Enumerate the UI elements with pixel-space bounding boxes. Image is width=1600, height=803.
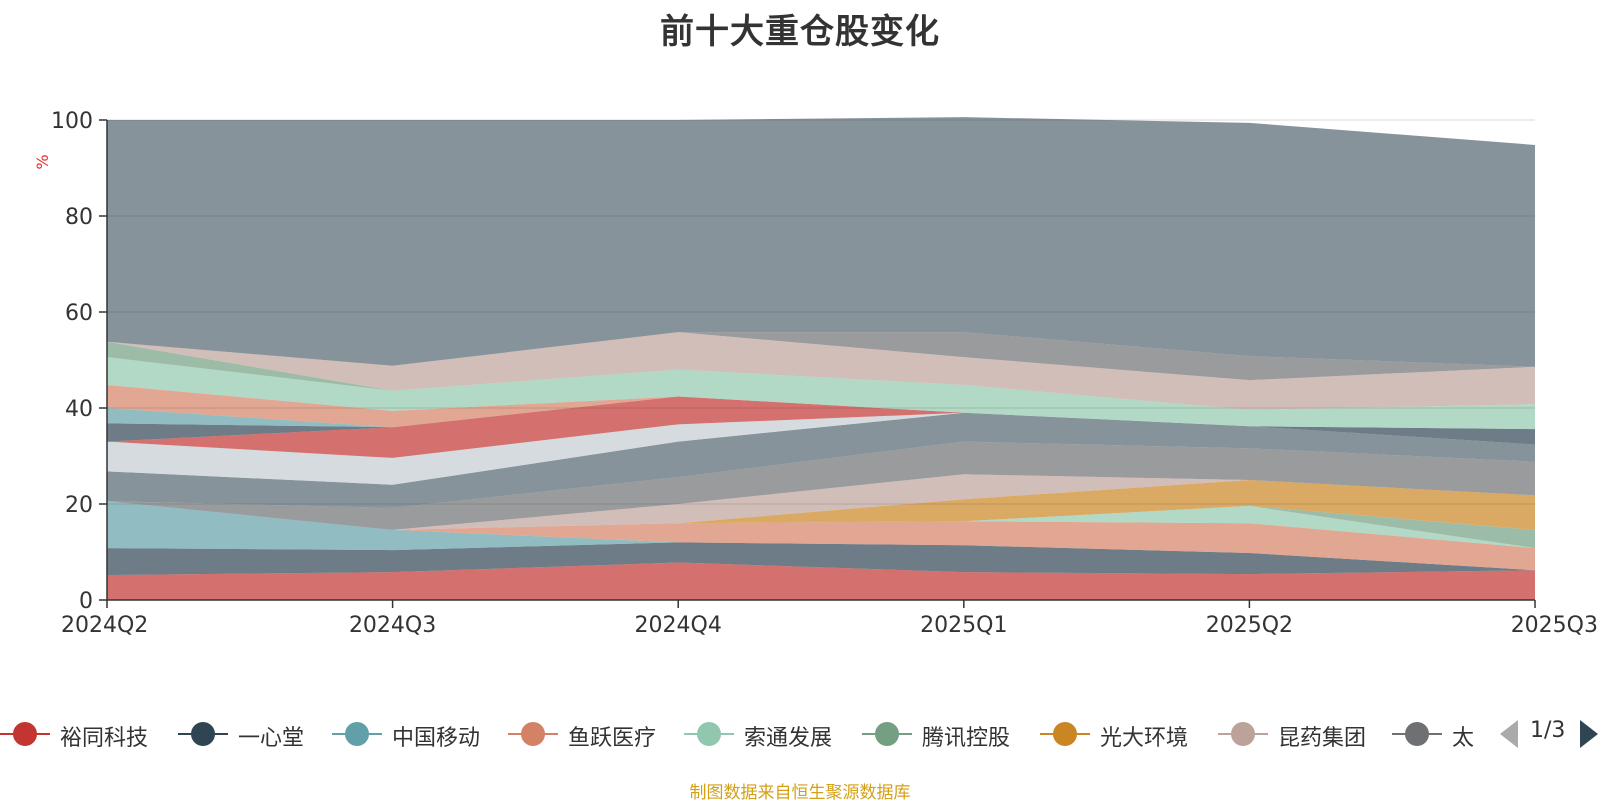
area-series-8[interactable] [107,474,1535,530]
legend-label: 昆药集团 [1278,726,1367,751]
x-tick-label: 2024Q2 [61,613,148,638]
legend-marker-icon [875,722,899,746]
chart-title: 前十大重仓股变化 [660,12,940,52]
area-series-7[interactable] [107,480,1535,530]
legend-label: 中国移动 [392,726,481,751]
area-series-15[interactable] [107,384,1535,430]
legend-marker-icon [1405,722,1429,746]
grid-lines [107,119,1535,505]
x-tick-label: 2024Q3 [349,613,436,638]
area-series-21[interactable] [107,117,1535,367]
legend-prev-page-icon[interactable] [1500,720,1518,748]
x-tick-label: 2025Q2 [1206,613,1293,638]
area-series-5[interactable] [107,501,1535,549]
area-series-19[interactable] [107,332,1535,410]
legend-marker-icon [1231,722,1255,746]
axes: 0 20 40 60 80 100 2024Q2 2024Q3 2024Q4 2025Q1 2025… [51,109,1598,638]
y-tick-label: 40 [65,397,93,422]
legend-label: 一心堂 [238,726,305,751]
legend-marker-icon [697,722,721,746]
legend-items: 裕同科技 一心堂 中国移动 鱼跃医疗 索通发展 腾讯控股 光大环境 昆药集团 太 [0,714,1480,754]
source-note: 制图数据来自恒生聚源数据库 [689,783,911,803]
y-tick-label: 100 [51,109,93,134]
legend-label: 裕同科技 [60,726,149,751]
legend-label: 光大环境 [1100,726,1189,751]
y-tick-label: 60 [65,301,93,326]
legend-label: 腾讯控股 [922,726,1011,751]
x-tick-label: 2024Q4 [635,613,722,638]
legend-marker-icon [521,722,545,746]
legend-page-indicator: 1/3 [1530,718,1566,743]
area-series-3[interactable] [107,501,1535,571]
legend-marker-icon [1053,722,1077,746]
x-tick-label: 2025Q3 [1511,613,1598,638]
legend-label: 鱼跃医疗 [568,726,657,751]
y-axis-label: % [33,154,52,169]
y-tick-label: 80 [65,205,93,230]
area-series-4[interactable] [107,501,1535,571]
area-series-20[interactable] [107,332,1535,381]
area-series-9[interactable] [107,441,1535,530]
area-series-10[interactable] [107,412,1535,508]
legend-label: 索通发展 [744,726,833,751]
area-series-12[interactable] [107,396,1535,458]
y-tick-label: 20 [65,493,93,518]
area-series-1[interactable] [107,562,1535,600]
legend-marker-icon [345,722,369,746]
area-series-11[interactable] [107,412,1535,485]
legend-marker-icon [13,722,37,746]
y-tick-label: 0 [79,589,93,614]
legend: 裕同科技 一心堂 中国移动 鱼跃医疗 索通发展 腾讯控股 光大环境 昆药集团 太 1/3 [0,714,1600,754]
stacked-area-chart: 0 20 40 60 80 100 2024Q2 2024Q3 2024Q4 2025Q1 2025… [33,109,1598,638]
area-series-16[interactable] [107,357,1535,430]
legend-marker-icon [191,722,215,746]
area-series-group [107,117,1535,600]
x-tick-label: 2025Q1 [920,613,1007,638]
legend-label: 太 [1452,726,1475,751]
area-series-2[interactable] [107,542,1535,576]
legend-next-page-icon[interactable] [1580,720,1598,748]
